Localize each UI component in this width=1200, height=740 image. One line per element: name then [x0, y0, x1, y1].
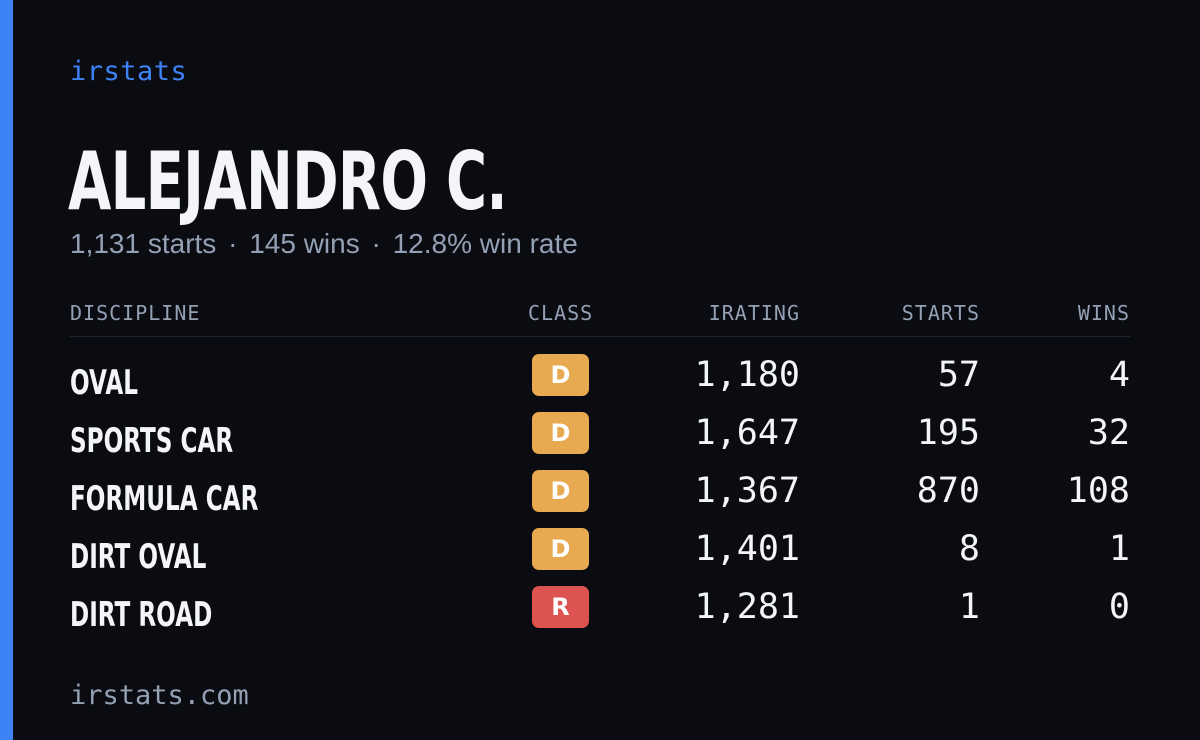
class-badge: D: [532, 528, 589, 570]
class-badge: D: [532, 412, 589, 454]
career-summary: 1,131 starts · 145 wins · 12.8% win rate: [70, 228, 578, 260]
irating-value: 1,647: [694, 413, 800, 453]
accent-bar: [0, 0, 13, 740]
class-badge: D: [532, 470, 589, 512]
irating-value: 1,281: [694, 587, 800, 627]
brand-logo: irstats: [70, 56, 188, 87]
table-row: SPORTS CAR D 1,647 195 32: [70, 411, 1130, 469]
header-class: CLASS: [528, 301, 594, 325]
header-starts: STARTS: [901, 301, 980, 325]
winrate-summary: 12.8% win rate: [392, 228, 578, 259]
wins-value: 32: [1087, 413, 1130, 453]
discipline-name: DIRT ROAD: [70, 595, 213, 635]
discipline-name: FORMULA CAR: [70, 479, 259, 519]
starts-value: 1: [958, 587, 980, 627]
table-row: OVAL D 1,180 57 4: [70, 353, 1130, 411]
irating-value: 1,367: [694, 471, 800, 511]
class-badge: D: [532, 354, 589, 396]
starts-value: 195: [916, 413, 980, 453]
starts-value: 870: [916, 471, 980, 511]
discipline-name: OVAL: [70, 363, 138, 403]
table-row: DIRT OVAL D 1,401 8 1: [70, 527, 1130, 585]
header-discipline: DISCIPLINE: [70, 301, 201, 325]
table-body: OVAL D 1,180 57 4 SPORTS CAR D 1,647 195…: [70, 353, 1130, 643]
starts-value: 8: [958, 529, 980, 569]
separator: ·: [371, 228, 381, 259]
discipline-name: SPORTS CAR: [70, 421, 234, 461]
table-row: DIRT ROAD R 1,281 1 0: [70, 585, 1130, 643]
header-irating: IRATING: [708, 301, 800, 325]
wins-value: 0: [1108, 587, 1130, 627]
wins-value: 108: [1066, 471, 1130, 511]
irating-value: 1,401: [694, 529, 800, 569]
starts-summary: 1,131 starts: [70, 228, 217, 259]
irating-value: 1,180: [694, 355, 800, 395]
footer-url[interactable]: irstats.com: [70, 680, 249, 711]
separator: ·: [228, 228, 238, 259]
discipline-name: DIRT OVAL: [70, 537, 207, 577]
class-badge: R: [532, 586, 589, 628]
table-row: FORMULA CAR D 1,367 870 108: [70, 469, 1130, 527]
table-header: DISCIPLINE CLASS IRATING STARTS WINS: [70, 296, 1130, 337]
wins-value: 1: [1108, 529, 1130, 569]
wins-summary: 145 wins: [249, 228, 360, 259]
wins-value: 4: [1108, 355, 1130, 395]
discipline-table: DISCIPLINE CLASS IRATING STARTS WINS OVA…: [70, 296, 1130, 643]
driver-name: ALEJANDRO C.: [68, 135, 508, 228]
starts-value: 57: [937, 355, 980, 395]
header-wins: WINS: [1077, 301, 1130, 325]
